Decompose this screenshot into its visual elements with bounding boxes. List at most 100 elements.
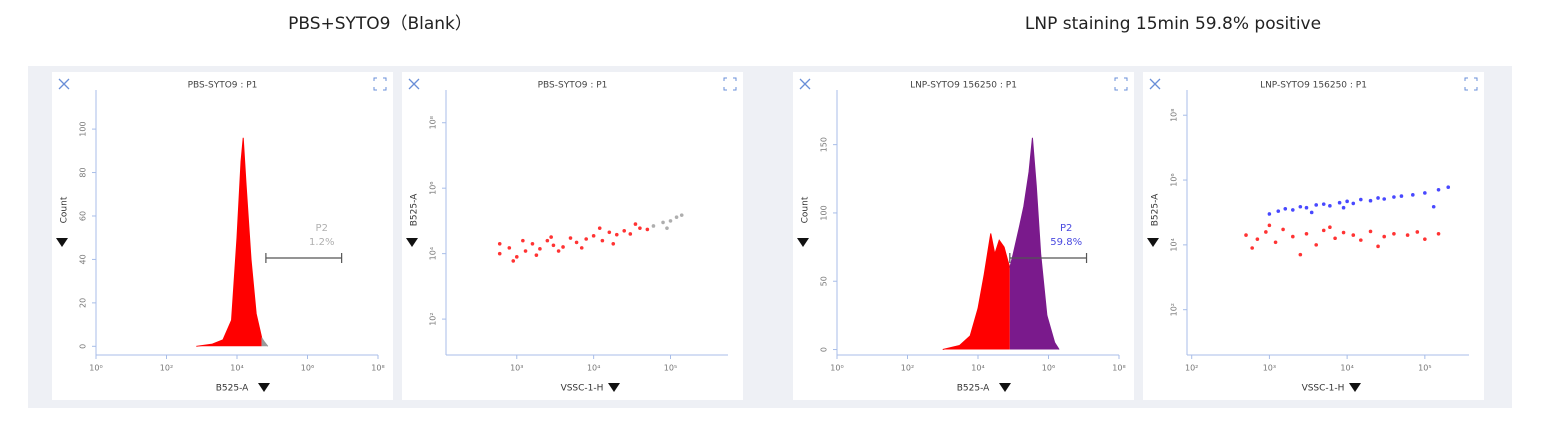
plot-panel xyxy=(793,72,1134,400)
gate-label: P2 xyxy=(1060,223,1072,234)
scatter-point xyxy=(633,222,638,226)
scatter-point xyxy=(661,220,665,225)
gate xyxy=(1009,253,1088,263)
y-tick-label: 20 xyxy=(79,298,88,308)
scatter-point xyxy=(1337,200,1342,205)
scatter-point xyxy=(645,227,650,232)
scatter-point xyxy=(521,238,525,243)
scatter-point xyxy=(1415,230,1420,234)
scatter-point xyxy=(1436,188,1441,192)
scatter-point xyxy=(556,249,561,253)
scatter-point xyxy=(1267,212,1272,216)
scatter-point xyxy=(584,237,588,241)
scatter-point xyxy=(611,241,616,246)
scatter-point xyxy=(1446,185,1451,190)
x-tick-label: 10⁶ xyxy=(1042,364,1055,373)
scatter-point xyxy=(497,241,502,246)
scatter-point xyxy=(1423,237,1427,241)
area-fill xyxy=(261,337,268,347)
scatter-point xyxy=(1368,229,1373,234)
scatter-point xyxy=(568,236,573,240)
plot-panel xyxy=(1143,72,1484,400)
scatter-point xyxy=(497,251,502,256)
panel-title: LNP-SYTO9 156250 : P1 xyxy=(910,81,1017,91)
scatter-point xyxy=(574,240,579,245)
scatter-point xyxy=(628,232,633,236)
close-icon xyxy=(1149,78,1161,90)
dropdown-icon xyxy=(406,238,418,247)
scatter-point xyxy=(1345,199,1349,204)
dropdown-icon xyxy=(56,238,68,247)
scatter-point xyxy=(511,259,516,263)
figure-title: PBS+SYTO9（Blank） xyxy=(288,14,472,34)
x-tick-label: 10⁵ xyxy=(664,364,677,373)
scatter-point xyxy=(1368,198,1373,203)
y-tick-label: 10⁸ xyxy=(429,116,438,129)
scatter-point xyxy=(1405,233,1410,237)
scatter-point xyxy=(579,246,584,250)
scatter-point xyxy=(1351,201,1356,206)
figure-title: LNP staining 15min 59.8% positive xyxy=(1025,14,1321,34)
gate-value-label: 1.2% xyxy=(309,237,334,248)
area-fill xyxy=(1009,137,1060,350)
expand-icon xyxy=(1464,77,1478,91)
x-axis-label: VSSC-1-H xyxy=(1302,384,1345,394)
scatter-point xyxy=(1321,228,1326,233)
scatter-point xyxy=(1309,210,1314,215)
dropdown-icon xyxy=(608,383,620,392)
scatter-point xyxy=(1328,204,1332,208)
scatter-point xyxy=(1392,195,1396,199)
y-axis-label: Count xyxy=(801,196,811,223)
scatter-point xyxy=(561,245,565,249)
panel-title: LNP-SYTO9 156250 : P1 xyxy=(1260,81,1367,91)
scatter-point xyxy=(1264,230,1268,234)
dropdown-icon xyxy=(1147,238,1159,247)
area-outline xyxy=(1009,137,1060,350)
x-tick-label: 10⁸ xyxy=(1112,364,1125,373)
close-icon xyxy=(408,78,420,90)
scatter-point xyxy=(1341,230,1346,235)
panel-title: PBS-SYTO9 : P1 xyxy=(538,81,608,91)
scatter-point xyxy=(534,253,539,257)
area-fill xyxy=(942,233,1010,350)
scatter-point xyxy=(551,243,556,248)
x-tick-label: 10⁰ xyxy=(830,364,843,373)
scatter-point xyxy=(1250,246,1254,250)
scatter-point xyxy=(1283,206,1288,211)
scatter-point xyxy=(591,234,596,238)
scatter-point xyxy=(1376,244,1380,249)
area-outline xyxy=(196,137,263,347)
dropdown-icon xyxy=(797,238,809,247)
scatter-point xyxy=(1273,240,1278,245)
x-tick-label: 10² xyxy=(901,364,914,373)
x-axis-label: VSSC-1-H xyxy=(561,384,604,394)
scatter-point xyxy=(1341,205,1346,210)
panel-title: PBS-SYTO9 : P1 xyxy=(188,81,258,91)
scatter-point xyxy=(1314,243,1319,247)
plot-panel xyxy=(402,72,743,400)
scatter-point xyxy=(1244,233,1248,237)
y-tick-label: 10⁴ xyxy=(429,247,438,260)
y-tick-label: 10⁸ xyxy=(1170,109,1179,122)
scatter-point xyxy=(523,249,528,253)
x-tick-label: 10² xyxy=(1185,364,1198,373)
scatter-point xyxy=(1399,194,1404,198)
scatter-point xyxy=(1376,196,1380,200)
y-tick-label: 10⁶ xyxy=(429,181,438,194)
dropdown-icon xyxy=(1349,383,1361,392)
y-axis-label: Count xyxy=(60,196,70,223)
scatter-point xyxy=(514,255,519,259)
scatter-point xyxy=(1298,204,1303,209)
y-axis-label: B525-A xyxy=(1151,193,1161,226)
x-tick-label: 10⁸ xyxy=(371,364,384,373)
y-tick-label: 150 xyxy=(820,137,829,152)
x-tick-label: 10⁵ xyxy=(1418,364,1431,373)
y-tick-label: 0 xyxy=(820,347,829,352)
y-tick-label: 80 xyxy=(79,167,88,177)
scatter-point xyxy=(538,247,542,251)
y-tick-label: 0 xyxy=(79,344,88,349)
scatter-point xyxy=(1382,197,1387,201)
scatter-point xyxy=(668,219,673,223)
scatter-point xyxy=(674,215,679,219)
